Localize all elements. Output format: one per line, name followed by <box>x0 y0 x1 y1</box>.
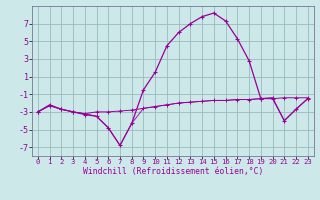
X-axis label: Windchill (Refroidissement éolien,°C): Windchill (Refroidissement éolien,°C) <box>83 167 263 176</box>
